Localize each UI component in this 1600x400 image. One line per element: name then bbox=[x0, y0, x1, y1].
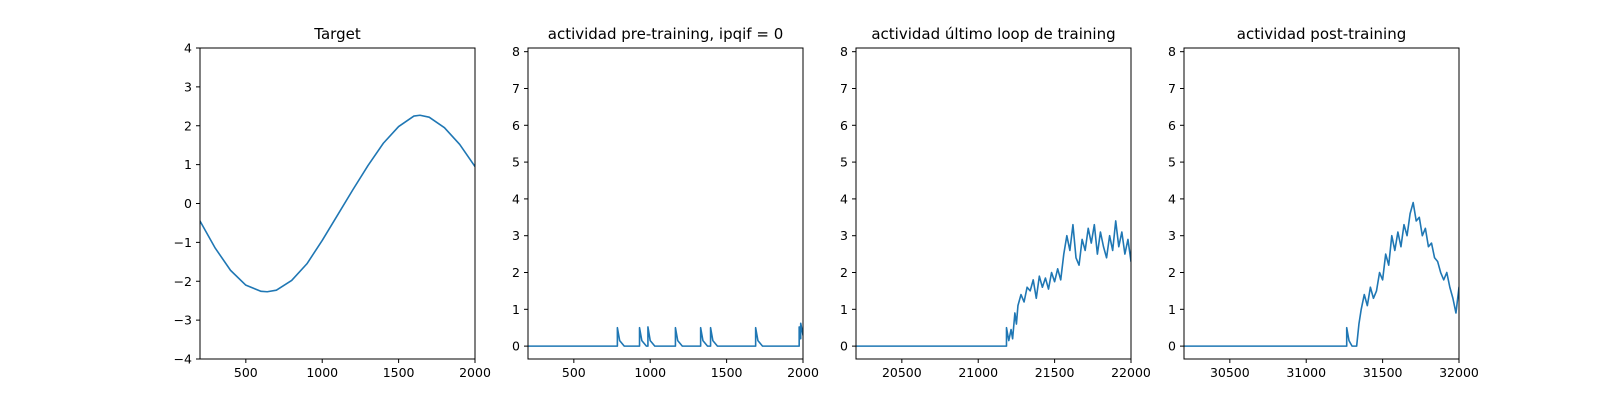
y-tick-label: 8 bbox=[840, 44, 848, 59]
x-tick-label: 2000 bbox=[459, 365, 491, 380]
y-tick-label: 0 bbox=[184, 196, 192, 211]
plot-frame bbox=[199, 47, 476, 360]
y-tick-label: 0 bbox=[512, 339, 520, 354]
y-tick-label: 5 bbox=[840, 155, 848, 170]
y-tick-label: 4 bbox=[840, 191, 848, 206]
y-tick-label: 3 bbox=[512, 228, 520, 243]
x-tick-label: 31500 bbox=[1363, 365, 1403, 380]
x-tick-label: 21500 bbox=[1035, 365, 1075, 380]
y-tick-label: 2 bbox=[840, 265, 848, 280]
y-tick-label: −2 bbox=[174, 274, 192, 289]
y-tick-label: 4 bbox=[184, 41, 192, 56]
x-tick-label: 21000 bbox=[958, 365, 998, 380]
series-line bbox=[856, 220, 1131, 347]
plot-frame bbox=[527, 47, 804, 360]
x-tick-label: 500 bbox=[562, 365, 586, 380]
chart-title: actividad último loop de training bbox=[871, 25, 1115, 43]
y-tick-label: 1 bbox=[512, 302, 520, 317]
y-tick-label: 4 bbox=[1168, 191, 1176, 206]
y-tick-label: 6 bbox=[512, 118, 520, 133]
x-tick-label: 1500 bbox=[383, 365, 415, 380]
chart-title: actividad pre-training, ipqif = 0 bbox=[548, 25, 784, 43]
y-tick-label: 1 bbox=[184, 157, 192, 172]
y-tick-label: −4 bbox=[174, 352, 192, 367]
y-tick-label: 1 bbox=[840, 302, 848, 317]
y-tick-label: −3 bbox=[174, 313, 192, 328]
y-tick-label: 3 bbox=[1168, 228, 1176, 243]
series-line bbox=[1184, 201, 1459, 347]
y-tick-label: 2 bbox=[512, 265, 520, 280]
y-tick-label: 2 bbox=[184, 118, 192, 133]
y-tick-label: 4 bbox=[512, 191, 520, 206]
x-tick-label: 2000 bbox=[787, 365, 819, 380]
x-tick-label: 20500 bbox=[882, 365, 922, 380]
x-tick-label: 1500 bbox=[711, 365, 743, 380]
y-tick-label: 6 bbox=[1168, 118, 1176, 133]
y-tick-label: 0 bbox=[1168, 339, 1176, 354]
chart-panel-2: actividad pre-training, ipqif = 0 500 1000… bbox=[512, 25, 819, 380]
x-tick-label: 1000 bbox=[634, 365, 666, 380]
y-tick-label: 7 bbox=[1168, 81, 1176, 96]
y-tick-label: 8 bbox=[512, 44, 520, 59]
plot-frame bbox=[855, 47, 1132, 360]
chart-title: Target bbox=[313, 25, 361, 43]
series-line bbox=[200, 114, 475, 293]
x-tick-label: 500 bbox=[234, 365, 258, 380]
y-tick-label: 3 bbox=[184, 79, 192, 94]
y-tick-label: 5 bbox=[1168, 155, 1176, 170]
x-tick-label: 32000 bbox=[1439, 365, 1479, 380]
x-tick-label: 31000 bbox=[1286, 365, 1326, 380]
x-tick-label: 1000 bbox=[306, 365, 338, 380]
y-tick-label: 2 bbox=[1168, 265, 1176, 280]
chart-panel-1: Target 500 1000 1500 2000 −4 −3 −2 −1 0 1 2 3 4 bbox=[174, 25, 491, 380]
x-tick-label: 22000 bbox=[1111, 365, 1151, 380]
y-tick-label: 0 bbox=[840, 339, 848, 354]
y-tick-label: −1 bbox=[174, 235, 192, 250]
y-tick-label: 3 bbox=[840, 228, 848, 243]
y-tick-label: 7 bbox=[512, 81, 520, 96]
chart-title: actividad post-training bbox=[1237, 25, 1406, 43]
series-line bbox=[528, 322, 803, 347]
x-tick-label: 30500 bbox=[1210, 365, 1250, 380]
y-tick-label: 6 bbox=[840, 118, 848, 133]
plot-frame bbox=[1183, 47, 1460, 360]
y-tick-label: 5 bbox=[512, 155, 520, 170]
y-tick-label: 7 bbox=[840, 81, 848, 96]
y-tick-label: 1 bbox=[1168, 302, 1176, 317]
y-tick-label: 8 bbox=[1168, 44, 1176, 59]
